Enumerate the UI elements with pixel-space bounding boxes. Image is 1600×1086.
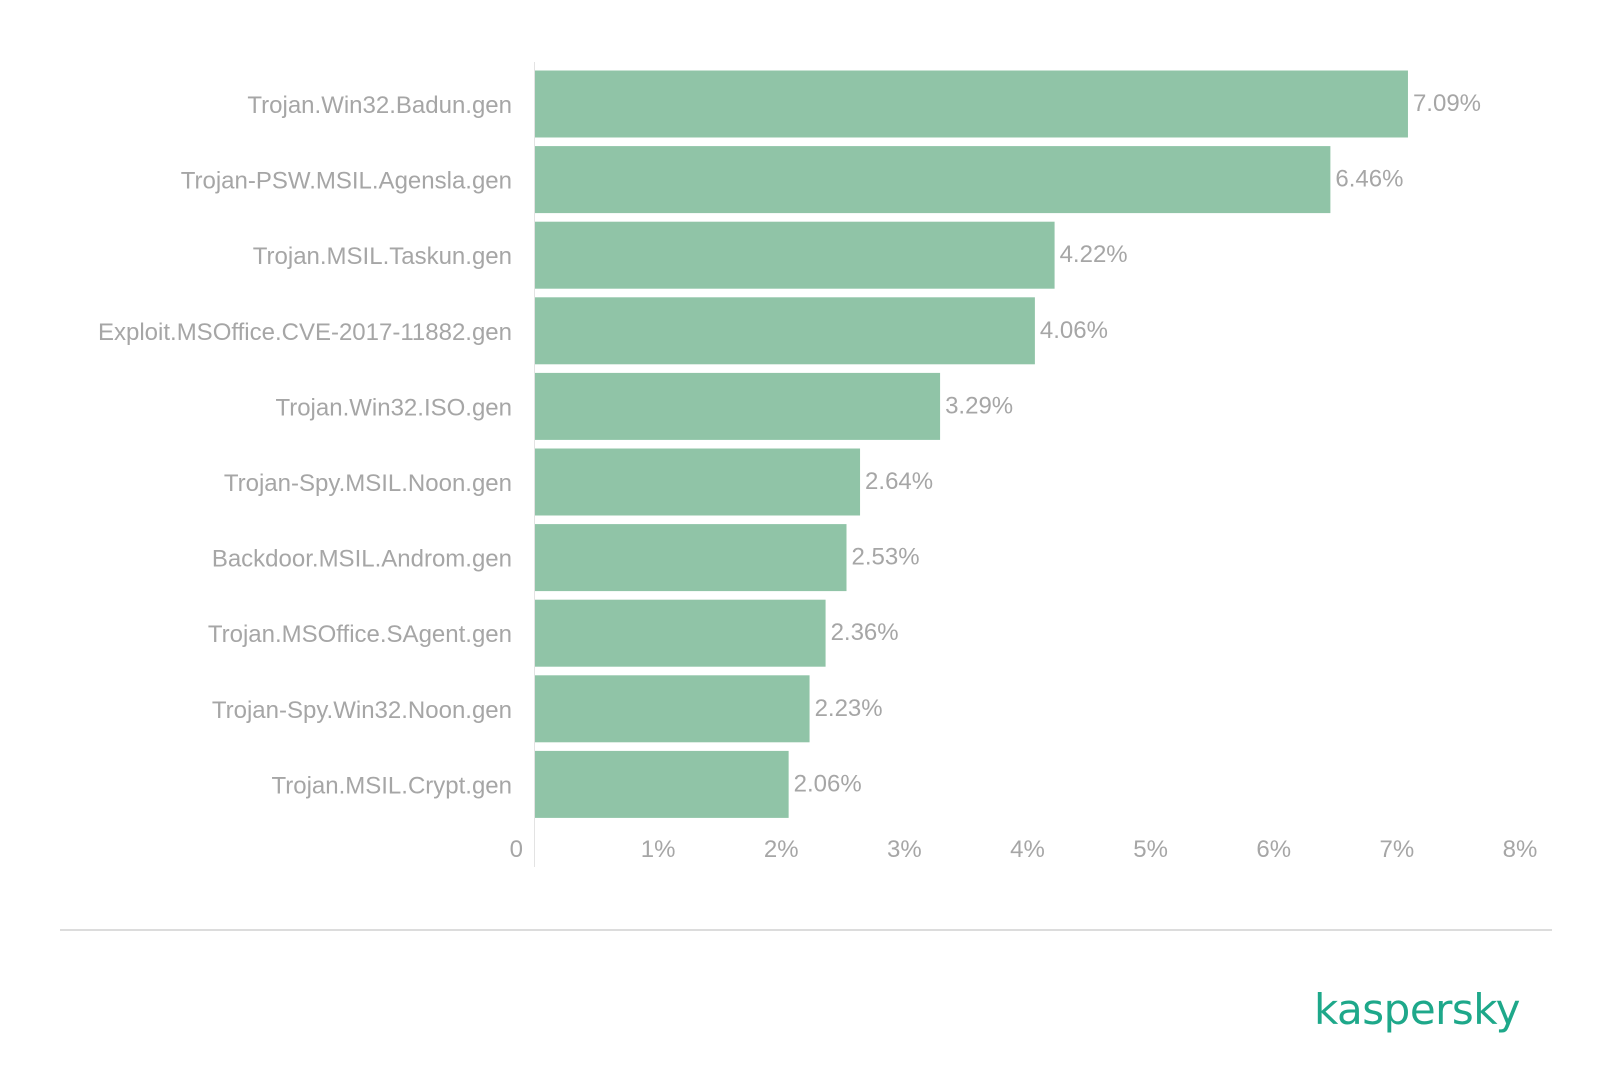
data-label: 2.06% [794, 770, 862, 797]
data-label: 6.46% [1335, 166, 1403, 193]
category-label: Trojan-PSW.MSIL.Agensla.gen [181, 168, 512, 195]
bar [535, 675, 810, 743]
x-tick-label: 3% [887, 836, 922, 863]
bar-chart: Trojan.Win32.Badun.gen 7.09% Trojan-PSW.MS… [98, 62, 1538, 867]
bar [535, 70, 1408, 138]
category-label: Trojan-Spy.Win32.Noon.gen [212, 697, 512, 724]
x-tick-label: 0 [510, 836, 523, 863]
x-tick-label: 1% [641, 836, 676, 863]
data-label: 2.36% [831, 619, 899, 646]
category-label: Trojan.MSOffice.SAgent.gen [208, 621, 512, 648]
bar [535, 524, 847, 592]
category-label: Trojan.Win32.ISO.gen [275, 394, 512, 421]
data-label: 2.23% [815, 695, 883, 722]
x-tick-label: 6% [1256, 836, 1291, 863]
bar [535, 448, 861, 516]
x-tick-label: 7% [1380, 836, 1415, 863]
bar [535, 372, 941, 440]
bar [535, 599, 826, 667]
kaspersky-logo: kaspersky [1313, 985, 1521, 1034]
bar [535, 750, 789, 818]
data-label: 3.29% [945, 392, 1013, 419]
bar [535, 297, 1035, 365]
data-label: 2.53% [852, 544, 920, 571]
category-label: Exploit.MSOffice.CVE-2017-11882.gen [98, 319, 512, 346]
x-tick-label: 2% [764, 836, 799, 863]
category-label: Trojan.MSIL.Taskun.gen [253, 243, 512, 270]
footer-divider [60, 929, 1552, 931]
bar [535, 146, 1331, 214]
data-label: 4.22% [1060, 241, 1128, 268]
x-tick-label: 8% [1503, 836, 1538, 863]
data-label: 2.64% [865, 468, 933, 495]
data-label: 4.06% [1040, 317, 1108, 344]
category-label: Backdoor.MSIL.Androm.gen [212, 546, 512, 573]
category-label: Trojan-Spy.MSIL.Noon.gen [224, 470, 512, 497]
data-label: 7.09% [1413, 90, 1481, 117]
x-tick-label: 4% [1010, 836, 1045, 863]
x-tick-label: 5% [1133, 836, 1168, 863]
bar [535, 221, 1055, 289]
category-label: Trojan.MSIL.Crypt.gen [271, 772, 512, 799]
category-label: Trojan.Win32.Badun.gen [247, 92, 512, 119]
